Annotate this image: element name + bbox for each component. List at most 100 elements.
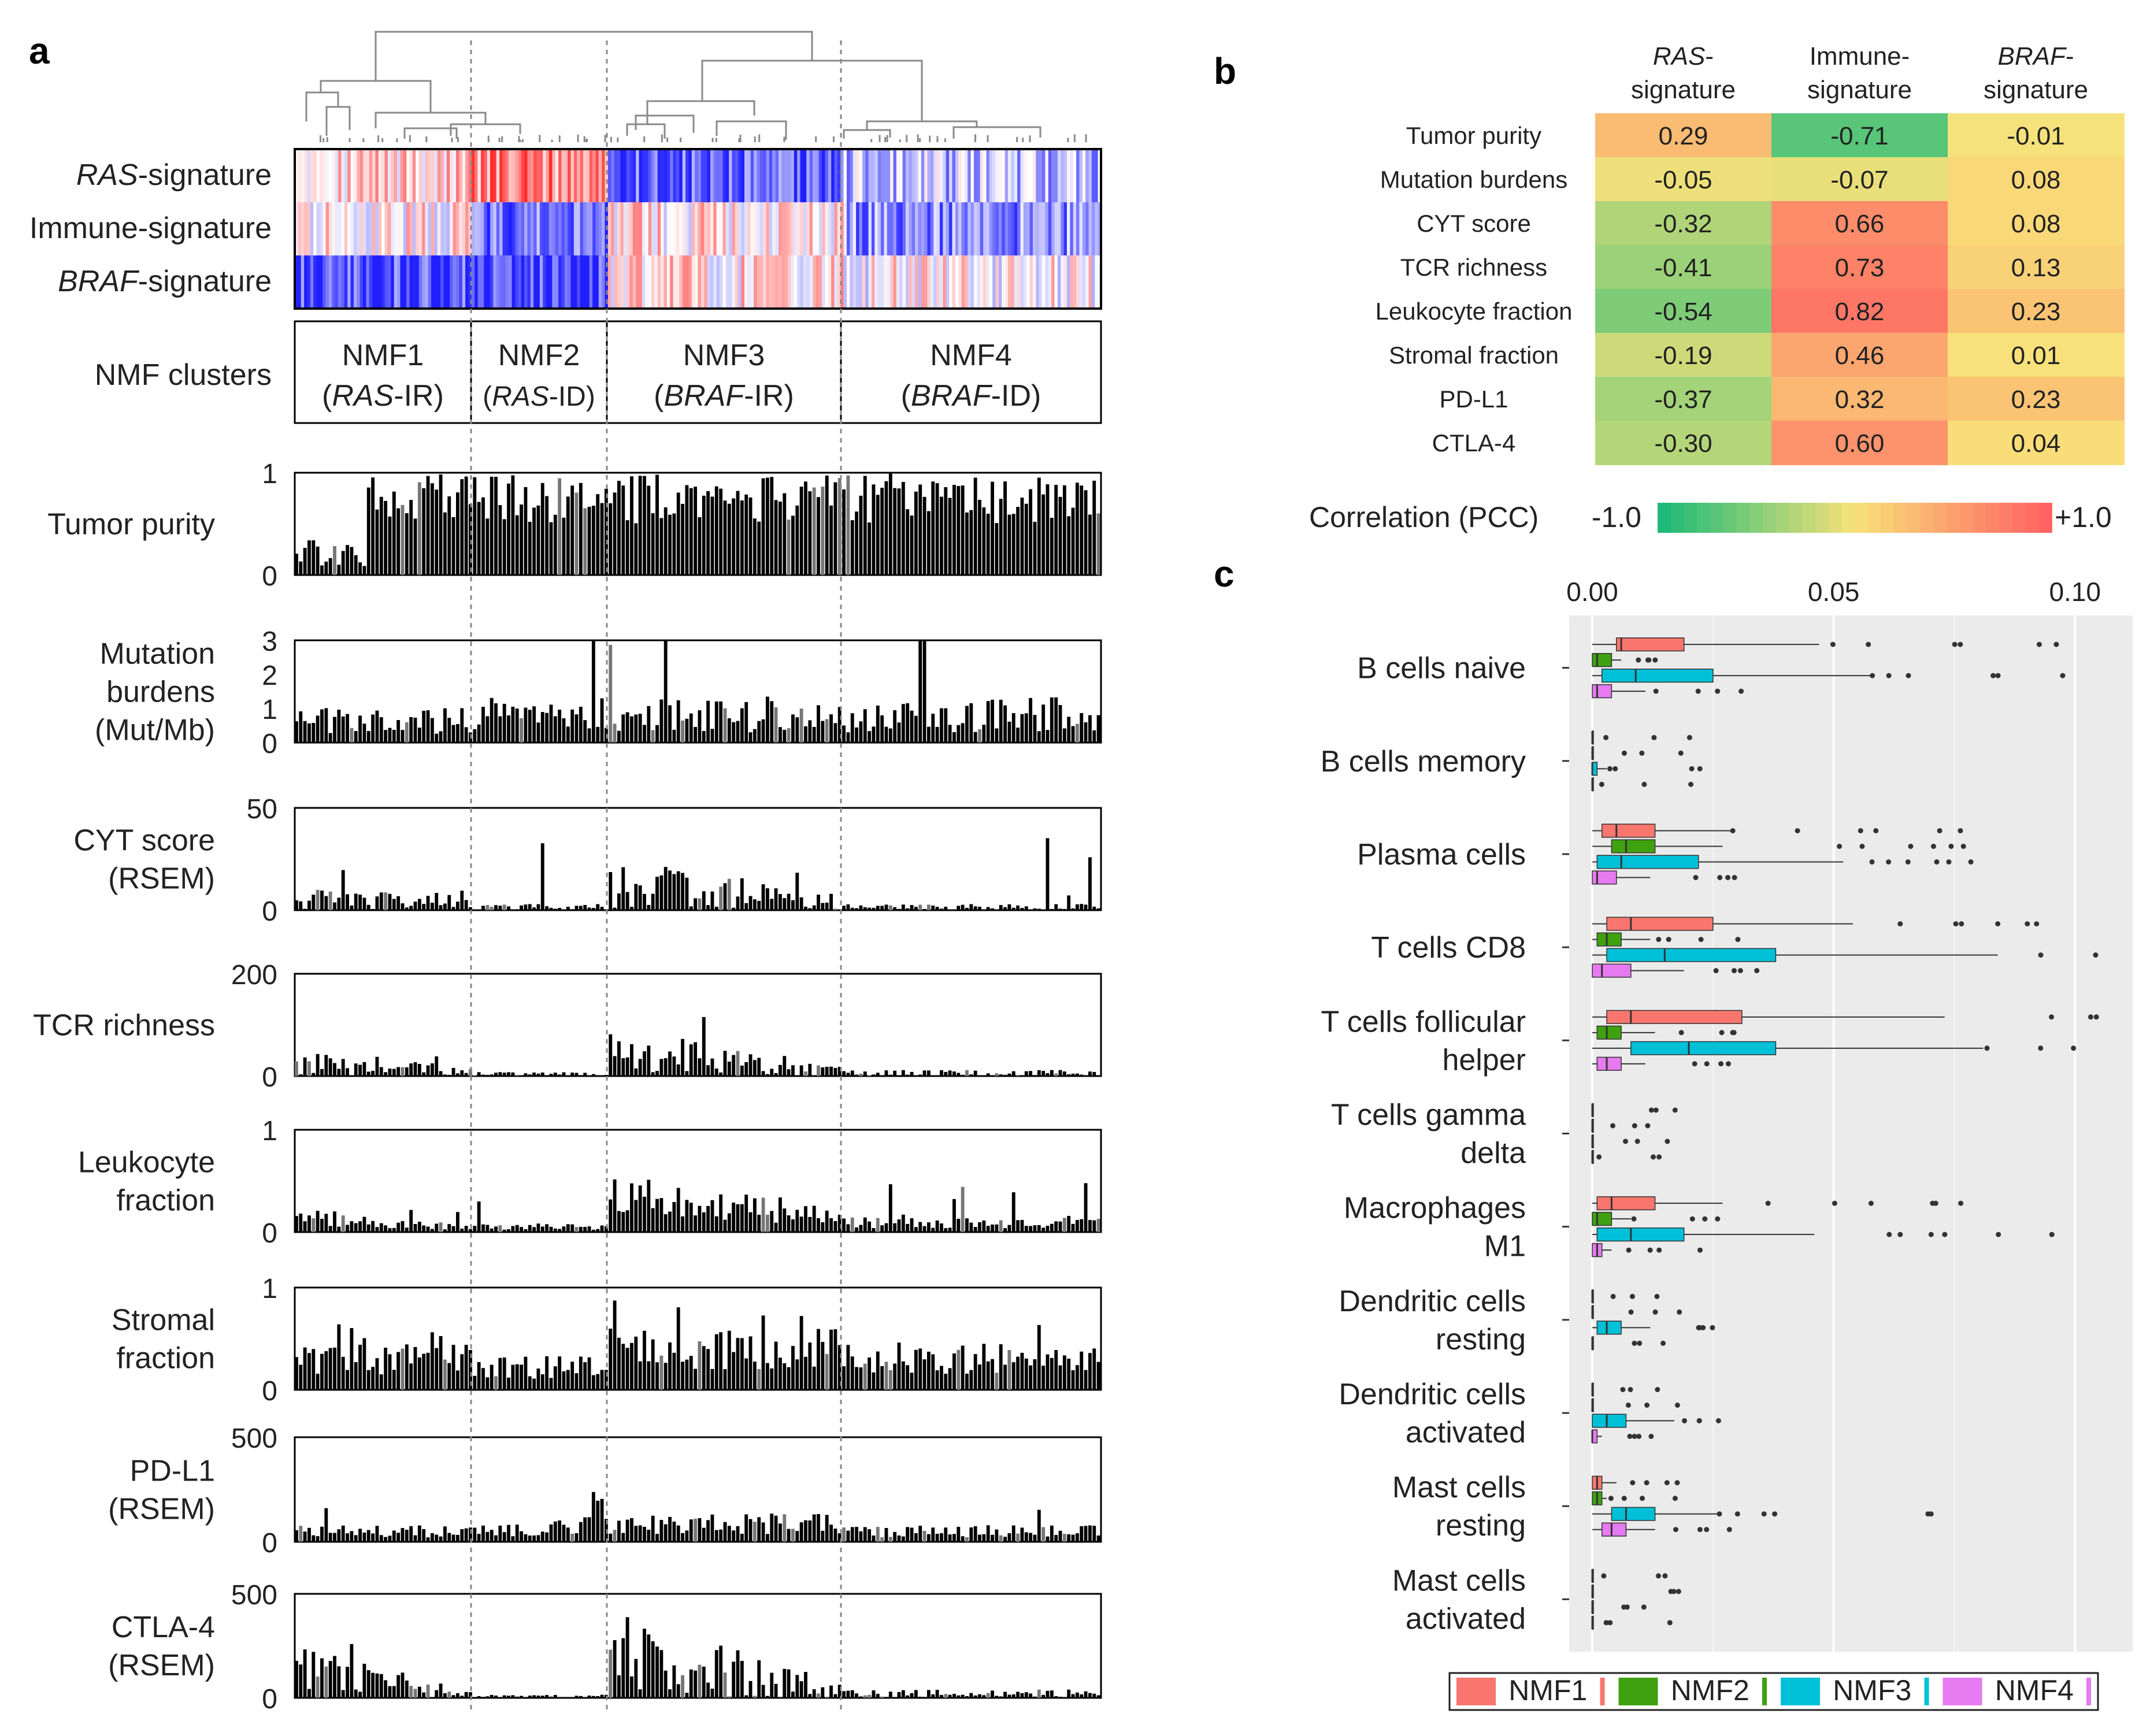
bar-mark [1067, 1689, 1071, 1698]
bar-mark [524, 487, 528, 575]
bar-mark [1084, 1691, 1088, 1698]
outlier-point [2038, 1045, 2044, 1051]
bar-mark [808, 1520, 812, 1542]
heatmap-cell [698, 202, 702, 255]
correlation-value: -0.05 [1654, 166, 1712, 194]
bar-mark [447, 895, 451, 910]
heatmap-cell [434, 149, 438, 202]
bar-mark [596, 1229, 600, 1232]
bar-mark [643, 1196, 646, 1232]
outlier-point [1858, 828, 1863, 833]
bar-mark [685, 1530, 689, 1542]
heatmap-cell [1020, 255, 1024, 309]
bar-mark [719, 1529, 723, 1542]
outlier-point [2038, 952, 2044, 958]
bar-mark [744, 1062, 748, 1076]
outlier-point [1937, 828, 1943, 833]
bar-mark [583, 905, 587, 910]
heatmap-cell [803, 202, 807, 255]
bar-mark [757, 721, 761, 743]
heatmap-cell [713, 202, 717, 255]
heatmap-cell [1020, 149, 1024, 202]
bar-mark [961, 1694, 965, 1698]
bar-mark [295, 1357, 298, 1390]
heatmap-cell [316, 255, 320, 309]
heatmap-cell [496, 255, 500, 309]
heatmap-cell [772, 202, 776, 255]
box-nmf4 [1596, 1056, 1622, 1071]
heatmap-cell [1036, 202, 1040, 255]
heatmap-cell [456, 149, 460, 202]
outlier-point [1984, 1045, 1990, 1051]
bar-mark [893, 1070, 897, 1076]
heatmap-cell [980, 202, 984, 255]
bar-mark [422, 1692, 426, 1698]
bar-mark [893, 907, 897, 910]
heatmap-cell [986, 202, 990, 255]
heatmap-cell [459, 255, 463, 309]
bar-mark [498, 716, 502, 743]
bar-mark [320, 709, 324, 743]
scale-title: Correlation (PCC) [1309, 501, 1539, 533]
bar-mark [651, 893, 655, 910]
bar-mark [829, 1218, 833, 1232]
bar-mark [647, 1179, 651, 1232]
heatmap-cell [1014, 202, 1018, 255]
bar-mark [719, 701, 723, 743]
bar-mark [837, 1685, 842, 1698]
bar-mark [761, 719, 765, 743]
bar-mark [1020, 1220, 1024, 1232]
bar-mark [401, 1528, 405, 1542]
bar-mark [689, 1669, 693, 1698]
bar-mark [596, 1374, 600, 1390]
outlier-point [1603, 1620, 1609, 1626]
heatmap-cell [750, 202, 754, 255]
heatmap-cell [620, 202, 624, 255]
bar-mark [426, 1065, 430, 1076]
bar-mark [940, 908, 943, 910]
heatmap-cell [992, 255, 996, 309]
heatmap-cell [868, 202, 872, 255]
bar-mark [833, 1067, 837, 1076]
heatmap-cell [955, 255, 959, 309]
bar-mark [723, 1369, 727, 1390]
bar-mark [1024, 1532, 1028, 1542]
heatmap-cell [685, 149, 690, 202]
bar-mark [1071, 908, 1075, 910]
heatmap-cell [899, 202, 903, 255]
heatmap-cell [766, 255, 770, 309]
outlier-point [1968, 859, 1974, 865]
bar-mark [982, 1220, 986, 1232]
bar-mark [681, 503, 684, 575]
heatmap-cell [803, 255, 807, 309]
bar-mark [1054, 904, 1058, 910]
bar-mark [825, 1210, 829, 1232]
bar-mark [1058, 908, 1062, 910]
correlation-column-header: signature [1807, 76, 1912, 104]
bar-mark [634, 1336, 638, 1390]
bar-mark [817, 1693, 820, 1698]
bar-mark [859, 1367, 863, 1390]
bar-mark [774, 888, 778, 910]
box-nmf1 [1601, 824, 1656, 838]
heatmap-cell [679, 255, 683, 309]
outlier-point [1688, 781, 1694, 787]
heatmap-cell [825, 202, 829, 255]
heatmap-cell [397, 149, 401, 202]
heatmap-cell [484, 255, 488, 309]
heatmap-cell [983, 202, 987, 255]
bar-mark [558, 1356, 562, 1390]
heatmap-cell [475, 149, 479, 202]
bar-mark [676, 700, 680, 743]
bar-mark [350, 905, 354, 910]
bar-mark [910, 515, 914, 575]
bar-mark [689, 1044, 693, 1076]
bar-mark [413, 518, 417, 575]
bar-mark [940, 1694, 943, 1698]
bar-mark [825, 1354, 829, 1390]
heatmap-cell [459, 202, 463, 255]
scale-max-label: +1.0 [2055, 501, 2112, 533]
heatmap-cell [391, 202, 395, 255]
heatmap-cell [909, 149, 913, 202]
heatmap-cell [589, 202, 593, 255]
